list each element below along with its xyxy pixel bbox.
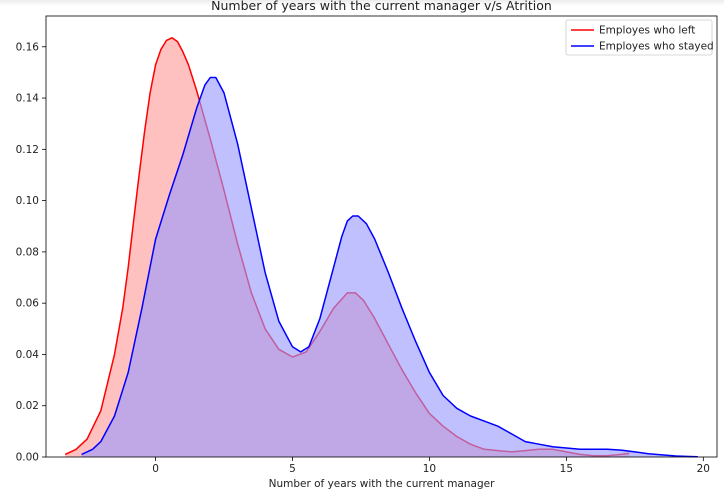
y-tick-label: 0.12 (16, 144, 39, 156)
y-tick-label: 0.10 (16, 195, 39, 207)
y-tick-label: 0.00 (16, 452, 39, 464)
series-area-1 (81, 77, 698, 457)
legend-box (565, 19, 713, 56)
x-tick-label: 10 (423, 463, 436, 475)
y-tick-label: 0.06 (16, 298, 40, 310)
plot-frame (45, 15, 718, 458)
legend-label-left: Employes who left (599, 25, 695, 37)
x-axis-label: Number of years with the current manager (269, 478, 495, 490)
series-layer (64, 37, 698, 458)
legend: Employes who left Employes who stayed (565, 19, 714, 56)
x-axis: 0 5 10 15 20 (152, 457, 710, 475)
window-top-strip (0, 0, 724, 6)
x-tick-label: 0 (152, 463, 159, 475)
x-tick-label: 15 (560, 463, 573, 475)
y-tick-label: 0.08 (16, 246, 39, 258)
legend-label-stayed: Employes who stayed (599, 41, 714, 53)
y-axis: 0.00 0.02 0.04 0.06 0.08 0.10 0.12 0.14 0.16 (16, 41, 46, 464)
x-tick-label: 20 (697, 463, 710, 475)
chart-title: Number of years with the current manager… (211, 0, 552, 13)
y-tick-label: 0.04 (16, 349, 40, 361)
x-tick-label: 5 (289, 463, 296, 475)
y-tick-label: 0.02 (16, 400, 39, 412)
y-tick-label: 0.16 (16, 41, 40, 53)
y-tick-label: 0.14 (16, 93, 40, 105)
series-line-1 (81, 76, 698, 458)
